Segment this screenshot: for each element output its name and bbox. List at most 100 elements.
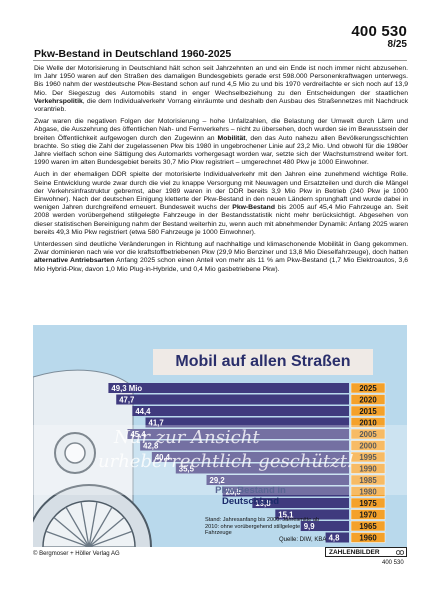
bar bbox=[275, 509, 349, 520]
year-box bbox=[350, 520, 386, 532]
year-label: 2000 bbox=[359, 441, 377, 450]
year-box bbox=[350, 405, 386, 417]
chart-panel: 2025 49,3 Mio 2020 47,7 2015 44,4 2010 41,7 2005… bbox=[33, 325, 407, 547]
year-box bbox=[350, 497, 386, 509]
year-label: 1980 bbox=[359, 487, 377, 496]
value-label: 25,9 bbox=[226, 487, 242, 496]
year-box bbox=[350, 509, 386, 520]
document-code-issue: 8/25 bbox=[387, 38, 407, 50]
value-label: 4,8 bbox=[329, 533, 341, 542]
car-wheel-spoke bbox=[88, 506, 113, 547]
chart-title: Mobil auf allen Straßen bbox=[153, 349, 373, 375]
year-label: 1960 bbox=[359, 533, 377, 542]
car-wheel-rim bbox=[42, 500, 136, 547]
value-label: 42,8 bbox=[143, 441, 159, 450]
bar bbox=[108, 383, 349, 393]
year-box bbox=[350, 451, 386, 463]
value-label: 49,3 Mio bbox=[111, 384, 142, 393]
value-label: 29,2 bbox=[210, 476, 226, 485]
year-label: 1975 bbox=[359, 499, 377, 508]
article-paragraph: Zwar waren die negativen Folgen der Moto… bbox=[34, 118, 408, 167]
value-label: 40,4 bbox=[155, 453, 171, 462]
zahlenbilder-badge: ZAHLENBILDER bbox=[325, 547, 407, 557]
car-wheel-spoke bbox=[65, 506, 90, 547]
document-code-number: 400 530 bbox=[351, 23, 407, 40]
car-wheel-spoke bbox=[88, 516, 125, 547]
bar bbox=[127, 429, 349, 439]
zahlenbilder-label: ZAHLENBILDER bbox=[329, 548, 380, 556]
bar bbox=[300, 521, 349, 531]
year-box bbox=[350, 532, 386, 543]
article-text: Anfang 2025 schon einen Anteil von mehr … bbox=[34, 257, 408, 273]
article-text: bis 2005 auf 45,4 Mio Fahrzeuge an. Seit… bbox=[34, 204, 409, 236]
year-label: 1995 bbox=[359, 453, 377, 462]
article-text: , die dem Individualverkehr Vorrang einr… bbox=[34, 97, 408, 114]
year-box bbox=[350, 428, 386, 440]
article-text: Unterdessen sind deutliche Veränderungen… bbox=[34, 241, 408, 257]
year-label: 1965 bbox=[359, 522, 377, 531]
year-label: 2005 bbox=[359, 430, 377, 439]
page-title: Pkw-Bestand in Deutschland 1960-2025 bbox=[34, 48, 232, 60]
year-label: 2015 bbox=[359, 407, 377, 416]
bar bbox=[325, 532, 349, 543]
article-text: Auch in der ehemaligen DDR spielte der m… bbox=[34, 171, 408, 212]
car-wheel-spoke bbox=[53, 516, 90, 547]
value-label: 19,8 bbox=[255, 499, 271, 508]
year-label: 2010 bbox=[359, 418, 377, 427]
year-box bbox=[350, 463, 386, 474]
article-emphasis: alternative Antriebsarten bbox=[34, 257, 115, 265]
year-box bbox=[350, 417, 386, 428]
value-label: 44,4 bbox=[135, 407, 151, 416]
logo-icon bbox=[396, 550, 404, 555]
value-label: 41,7 bbox=[149, 418, 164, 427]
article-text: , den das Auto nahezu allen Bevölkerungs… bbox=[34, 134, 409, 167]
year-label: 2025 bbox=[359, 384, 377, 393]
bar bbox=[140, 440, 349, 451]
article-body: Die Welle der Motorisierung in Deutschla… bbox=[34, 65, 408, 278]
bar bbox=[116, 394, 349, 405]
car-wheel-spoke bbox=[80, 501, 90, 547]
bar bbox=[145, 417, 349, 428]
title-divider bbox=[33, 60, 407, 61]
year-label: 2020 bbox=[359, 395, 377, 404]
value-label: 47,7 bbox=[119, 395, 134, 404]
year-box bbox=[350, 486, 386, 497]
bar bbox=[132, 406, 349, 416]
year-label: 1970 bbox=[359, 510, 377, 519]
article-paragraph: Unterdessen sind deutliche Veränderungen… bbox=[34, 241, 408, 274]
article-text: Die Welle der Motorisierung in Deutschla… bbox=[34, 65, 408, 97]
bar-chart: 2025 49,3 Mio 2020 47,7 2015 44,4 2010 41,7 2005… bbox=[33, 369, 386, 547]
year-box bbox=[350, 382, 386, 394]
car-wheel-spoke bbox=[88, 530, 133, 547]
value-label: 35,5 bbox=[179, 464, 195, 473]
year-box bbox=[350, 440, 386, 451]
value-label: 9,9 bbox=[304, 522, 316, 531]
bar bbox=[151, 452, 349, 462]
chart-source: Quelle: DIW, KBA bbox=[279, 537, 327, 543]
document-code: 400 530 8/25 bbox=[351, 24, 407, 50]
year-box bbox=[350, 394, 386, 405]
article-emphasis: Verkehrspolitik bbox=[34, 97, 83, 105]
chart-subtitle: Pkw-Bestand in Deutschland bbox=[215, 485, 286, 507]
article-paragraph: Die Welle der Motorisierung in Deutschla… bbox=[34, 65, 408, 114]
bar bbox=[206, 475, 349, 485]
bar bbox=[175, 463, 349, 474]
year-label: 1990 bbox=[359, 464, 377, 473]
article-paragraph: Auch in der ehemaligen DDR spielte der m… bbox=[34, 171, 408, 237]
footer-number: 400 530 bbox=[382, 560, 404, 566]
car-headlight-inner bbox=[64, 442, 86, 464]
year-label: 1985 bbox=[359, 476, 377, 485]
car-wheel-spoke bbox=[88, 501, 98, 547]
article-emphasis: Mobilität bbox=[217, 134, 246, 142]
value-label: 45,4 bbox=[130, 430, 146, 439]
car-wheel-spoke bbox=[45, 530, 90, 547]
publisher-credit: © Bergmoser + Höller Verlag AG bbox=[33, 551, 120, 557]
year-box bbox=[350, 474, 386, 486]
bar bbox=[222, 486, 349, 497]
bar bbox=[252, 498, 349, 508]
value-label: 15,1 bbox=[278, 510, 294, 519]
article-emphasis: Pkw-Bestand bbox=[232, 204, 275, 212]
article-text: Zwar waren die negativen Folgen der Moto… bbox=[34, 118, 408, 142]
chart-note: Stand: Jahresanfang bis 2000: Jahresmitt… bbox=[205, 517, 320, 537]
